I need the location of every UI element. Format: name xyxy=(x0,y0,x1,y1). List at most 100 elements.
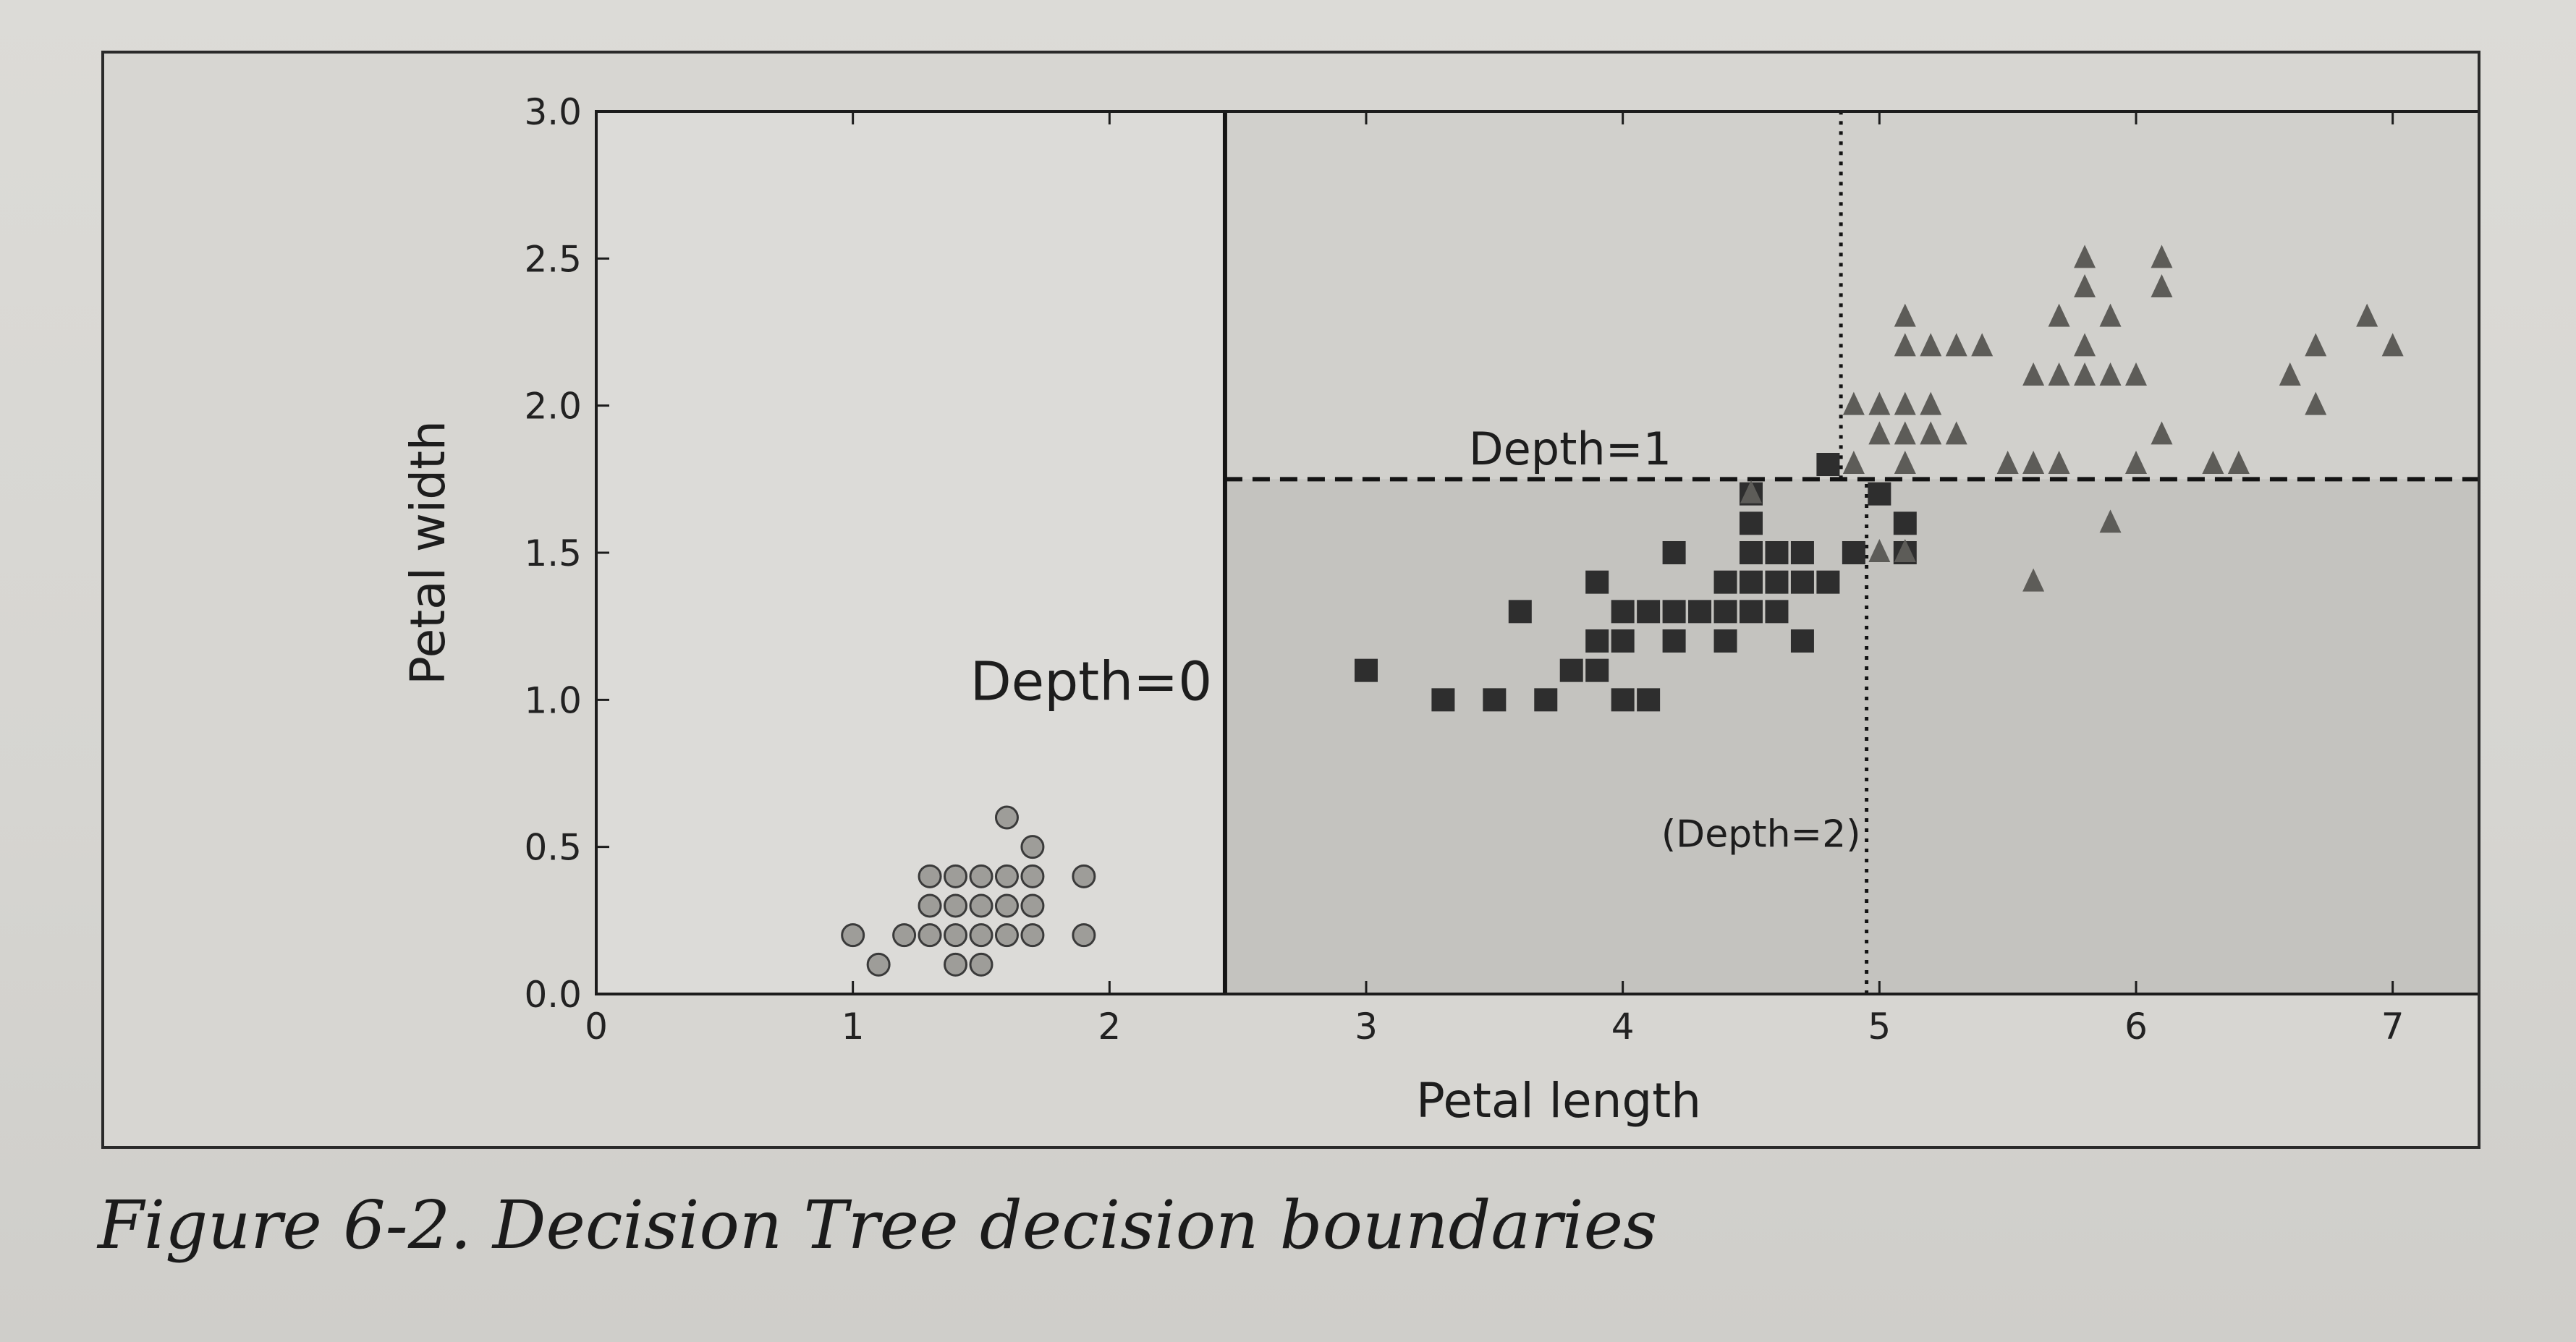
circle-point-3 xyxy=(918,923,942,948)
triangle-point-2 xyxy=(1842,391,1865,415)
axis-ticks: 0 1 2 3 4 5 6 7 0.0 0.5 1.0 1.5 2.0 2.5 3.0 xyxy=(524,91,2404,1048)
square-point-21 xyxy=(1740,600,1763,624)
square-point-31 xyxy=(1816,570,1840,594)
triangle-point-6 xyxy=(1868,421,1891,445)
square-point-33 xyxy=(1842,541,1865,564)
square-point-2 xyxy=(1483,688,1507,712)
triangle-point-43 xyxy=(2099,509,2122,533)
triangle-point-0 xyxy=(1740,480,1762,504)
decision-regions xyxy=(596,111,2478,994)
circle-point-8 xyxy=(944,893,968,918)
square-point-27 xyxy=(1765,541,1789,564)
circle-point-14 xyxy=(994,864,1019,888)
triangle-point-40 xyxy=(2305,333,2327,357)
triangle-point-29 xyxy=(2074,245,2096,268)
square-point-12 xyxy=(1637,688,1661,712)
triangle-point-36 xyxy=(2202,451,2224,474)
triangle-point-7 xyxy=(1894,421,1916,445)
y-tick-label-1: 0.5 xyxy=(524,827,582,869)
circle-point-10 xyxy=(969,923,993,948)
figure-frame: 0 1 2 3 4 5 6 7 0.0 0.5 1.0 1.5 2.0 2.5 3.0 Depth=0 Dep… xyxy=(101,51,2480,1149)
square-point-7 xyxy=(1585,629,1609,653)
circle-point-22 xyxy=(944,864,968,888)
triangle-point-38 xyxy=(2279,362,2301,386)
x-tick-label-4: 4 xyxy=(1611,1006,1635,1048)
circle-point-13 xyxy=(994,923,1019,948)
triangle-point-32 xyxy=(2125,362,2147,386)
square-point-13 xyxy=(1637,600,1661,624)
triangle-point-25 xyxy=(2048,303,2070,327)
annotation-2: (Depth=2) xyxy=(1661,813,1861,857)
decision-boundaries xyxy=(1222,111,2478,994)
square-point-23 xyxy=(1740,541,1763,564)
circle-point-11 xyxy=(969,893,993,918)
annotation-1: Depth=1 xyxy=(1469,422,1672,475)
square-point-3 xyxy=(1534,688,1558,712)
triangle-point-41 xyxy=(2356,303,2378,327)
triangle-point-23 xyxy=(2074,362,2096,386)
y-tick-label-3: 1.5 xyxy=(524,532,582,574)
triangle-point-3 xyxy=(1868,391,1891,415)
decision-boundary-chart: 0 1 2 3 4 5 6 70.00.51.01.52.02.53.0 Depth=0Dep… xyxy=(400,91,2478,1129)
triangle-point-14 xyxy=(1971,333,1994,357)
triangle-point-24 xyxy=(2099,362,2122,386)
circle-point-20 xyxy=(1072,923,1096,948)
square-point-18 xyxy=(1713,629,1737,653)
circle-point-0 xyxy=(841,923,865,948)
square-point-5 xyxy=(1559,658,1583,682)
square-point-34 xyxy=(1868,482,1891,506)
triangle-point-20 xyxy=(1996,451,2019,474)
square-point-30 xyxy=(1790,541,1814,564)
region-0 xyxy=(596,111,1225,994)
triangle-point-1 xyxy=(1842,451,1865,474)
triangle-point-31 xyxy=(2022,568,2045,592)
triangle-point-30 xyxy=(2125,451,2147,474)
data-points xyxy=(841,245,2404,977)
triangle-point-5 xyxy=(1894,539,1916,562)
triangle-point-27 xyxy=(2074,274,2096,297)
circle-point-7 xyxy=(944,923,968,948)
x-axis-label: Petal length xyxy=(1416,1073,1701,1129)
square-point-24 xyxy=(1740,511,1763,535)
x-tick-label-2: 2 xyxy=(1098,1006,1121,1048)
x-tick-label-6: 6 xyxy=(2124,1006,2148,1048)
triangle-point-39 xyxy=(2305,391,2327,415)
square-point-26 xyxy=(1765,570,1789,594)
square-point-0 xyxy=(1355,658,1378,682)
circle-point-6 xyxy=(944,952,968,977)
square-point-19 xyxy=(1713,600,1737,624)
triangle-point-4 xyxy=(1868,539,1891,562)
square-point-9 xyxy=(1611,688,1635,712)
circle-point-23 xyxy=(994,893,1019,918)
square-point-35 xyxy=(1893,511,1917,535)
triangle-point-42 xyxy=(2381,333,2404,357)
y-tick-label-0: 0.0 xyxy=(524,974,582,1016)
boundary-annotations: Depth=0 Depth=1 (Depth=2) xyxy=(970,422,1861,857)
square-point-22 xyxy=(1740,570,1763,594)
triangle-point-26 xyxy=(2074,333,2096,357)
triangle-point-16 xyxy=(1894,451,1916,474)
y-tick-label-2: 1.0 xyxy=(524,679,582,721)
square-point-28 xyxy=(1790,629,1814,653)
y-tick-label-5: 2.5 xyxy=(524,238,582,280)
y-tick-label-4: 2.0 xyxy=(524,386,582,428)
triangle-point-11 xyxy=(1894,333,1916,357)
circle-point-9 xyxy=(969,952,993,977)
x-tick-label-3: 3 xyxy=(1355,1006,1378,1048)
triangle-point-13 xyxy=(1945,333,1967,357)
circle-point-4 xyxy=(918,893,942,918)
circle-point-12 xyxy=(969,864,993,888)
circle-point-17 xyxy=(1020,893,1045,918)
x-tick-label-1: 1 xyxy=(842,1006,865,1048)
square-point-25 xyxy=(1765,600,1789,624)
square-point-10 xyxy=(1611,629,1635,653)
triangle-point-35 xyxy=(2151,421,2173,445)
y-tick-label-6: 3.0 xyxy=(524,91,582,133)
circle-point-5 xyxy=(918,864,942,888)
figure-caption: Figure 6-2. Decision Tree decision bound… xyxy=(98,1186,1658,1264)
square-point-16 xyxy=(1662,541,1686,564)
square-point-1 xyxy=(1431,688,1455,712)
region-1 xyxy=(1224,111,2478,480)
y-axis-label: Petal width xyxy=(400,420,456,685)
square-point-8 xyxy=(1585,570,1609,594)
